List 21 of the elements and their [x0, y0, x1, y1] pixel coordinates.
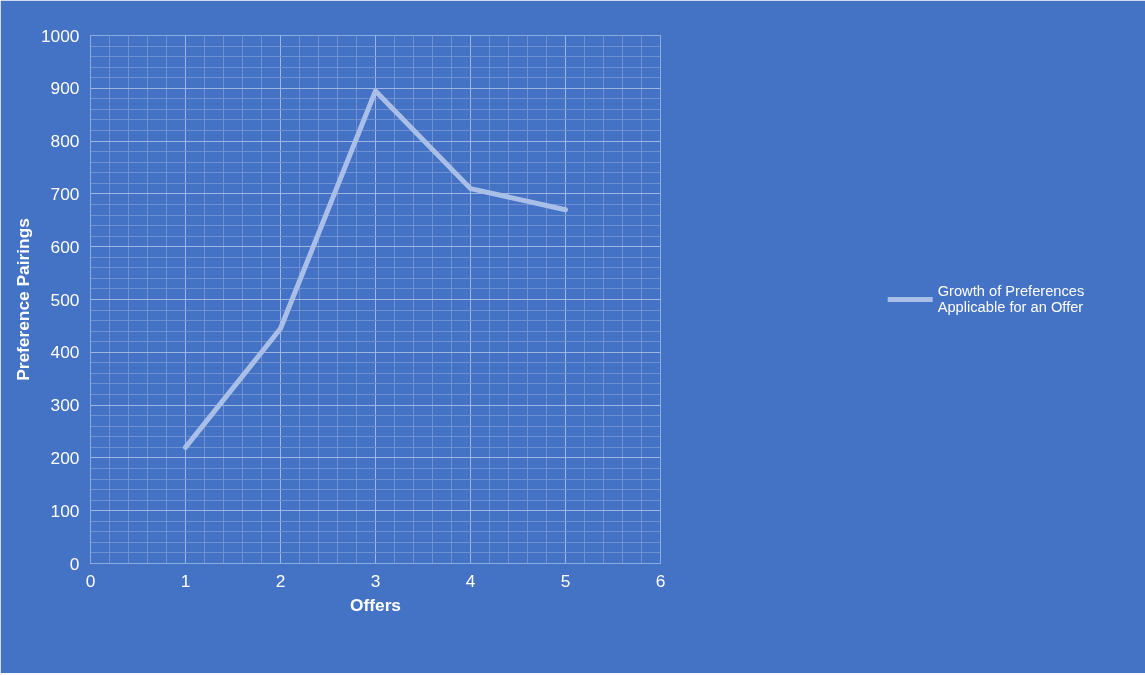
x-axis-title: Offers: [349, 594, 402, 615]
y-tick-label: 900: [50, 78, 80, 99]
y-tick-label: 800: [50, 131, 80, 152]
x-tick-label: 6: [655, 570, 666, 591]
y-tick-label: 400: [50, 342, 80, 363]
x-tick-label: 4: [465, 570, 476, 591]
y-tick-label: 500: [50, 289, 80, 310]
x-tick-label: 2: [275, 570, 286, 591]
x-tick-label: 5: [560, 570, 571, 591]
y-tick-label: 600: [50, 236, 80, 257]
y-tick-label: 700: [50, 183, 80, 204]
legend-label: Growth of Preferences Applicable for an Offer: [937, 283, 1085, 315]
x-tick-label: 1: [180, 570, 191, 591]
y-axis-title: Preference Pairings: [12, 218, 33, 381]
x-tick-label: 0: [85, 570, 96, 591]
y-tick-label: 0: [69, 553, 80, 574]
y-tick-label: 100: [50, 500, 80, 521]
y-tick-label: 300: [50, 395, 80, 416]
y-tick-label: 1000: [40, 25, 80, 46]
y-tick-label: 200: [50, 447, 80, 468]
x-tick-label: 3: [370, 570, 381, 591]
